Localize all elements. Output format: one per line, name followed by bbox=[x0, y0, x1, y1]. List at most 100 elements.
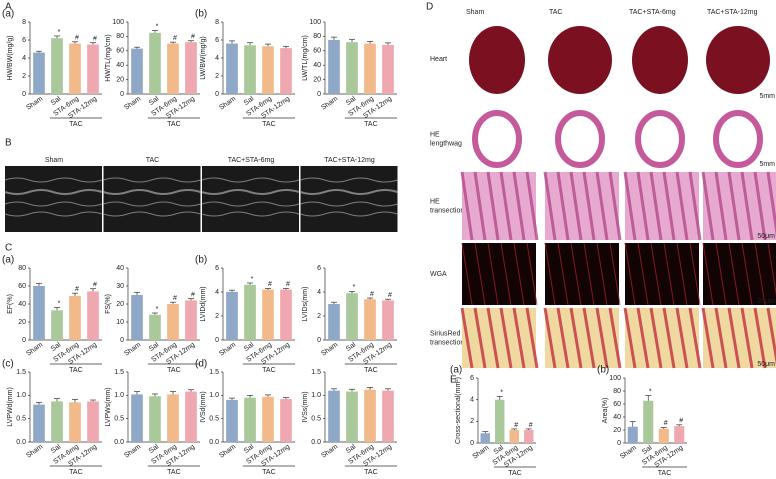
annotation: # bbox=[286, 281, 290, 288]
bar bbox=[149, 314, 161, 340]
echo-label: TAC+STA-12mg bbox=[324, 157, 375, 164]
bar bbox=[69, 43, 81, 94]
tissue bbox=[688, 307, 702, 369]
annotation: # bbox=[388, 292, 392, 299]
y-tick-label: 1.5 bbox=[16, 369, 26, 376]
bar bbox=[280, 399, 292, 442]
bar bbox=[33, 404, 45, 442]
heart-section bbox=[472, 110, 522, 168]
echo-label: Sham bbox=[45, 157, 63, 164]
bar bbox=[51, 38, 63, 94]
y-tick-label: 0 bbox=[22, 337, 26, 344]
histology-image bbox=[703, 172, 776, 240]
tissue bbox=[461, 242, 473, 306]
y-tick-label: 1.5 bbox=[311, 369, 321, 376]
echo-trace bbox=[4, 211, 103, 217]
tissue bbox=[512, 307, 526, 369]
column-label: TAC+STA-6mg bbox=[629, 9, 676, 16]
y-tick-label: 0 bbox=[215, 337, 219, 344]
bar bbox=[346, 42, 358, 94]
echo-trace bbox=[201, 211, 300, 217]
x-tick-label: Sal bbox=[345, 341, 358, 353]
bar bbox=[226, 43, 238, 94]
y-tick-label: 0.0 bbox=[311, 439, 321, 446]
tissue bbox=[675, 307, 689, 369]
tissue bbox=[526, 242, 538, 306]
tissue bbox=[570, 242, 582, 306]
tissue bbox=[637, 242, 649, 306]
panel-label: (a) bbox=[2, 9, 14, 20]
group-label: TAC bbox=[508, 470, 521, 477]
y-tick-label: 2 bbox=[470, 418, 474, 425]
bar bbox=[674, 426, 685, 443]
bar bbox=[382, 300, 394, 340]
group-label: TAC bbox=[364, 121, 377, 128]
y-axis-label: LVPWs(mm) bbox=[105, 387, 112, 426]
tissue bbox=[486, 171, 500, 241]
bar bbox=[328, 304, 340, 340]
tissue bbox=[767, 242, 776, 296]
y-tick-label: 20 bbox=[18, 319, 26, 326]
panel-label: (a) bbox=[2, 255, 14, 266]
tissue bbox=[487, 242, 499, 306]
panel-letter: E bbox=[450, 375, 457, 386]
bar bbox=[51, 401, 63, 442]
x-tick-label: Sham bbox=[218, 443, 237, 459]
echo-trace bbox=[300, 177, 398, 183]
tissue bbox=[689, 242, 701, 306]
x-tick-label: Sham bbox=[619, 444, 638, 460]
y-tick-label: 20 bbox=[313, 76, 321, 83]
tissue bbox=[556, 307, 570, 369]
tissue bbox=[649, 171, 663, 241]
tissue bbox=[596, 242, 608, 306]
annotation: # bbox=[664, 420, 668, 427]
annotation: * bbox=[58, 29, 61, 36]
group-label: TAC bbox=[167, 367, 180, 374]
y-tick-label: 8 bbox=[215, 19, 219, 26]
bar bbox=[87, 401, 99, 442]
group-label: TAC bbox=[658, 470, 671, 477]
y-tick-label: 60 bbox=[18, 283, 26, 290]
bar bbox=[480, 433, 490, 443]
bar bbox=[346, 391, 358, 442]
tissue bbox=[753, 307, 767, 369]
row-label: Heart bbox=[430, 56, 447, 63]
tissue bbox=[460, 307, 474, 369]
y-tick-label: 2 bbox=[215, 313, 219, 320]
tissue bbox=[608, 307, 622, 369]
tissue bbox=[702, 242, 714, 306]
row-label: transection bbox=[430, 207, 464, 214]
histology-image bbox=[703, 243, 776, 305]
y-tick-label: 0 bbox=[317, 337, 321, 344]
y-tick-label: 2 bbox=[22, 73, 26, 80]
bar bbox=[51, 310, 63, 340]
bar bbox=[226, 400, 238, 442]
annotation: # bbox=[93, 36, 97, 43]
bar bbox=[149, 396, 161, 442]
row-label: HE bbox=[430, 198, 440, 205]
y-axis-label: LW/TL(mg/cm) bbox=[302, 35, 309, 81]
panel-label: (d) bbox=[195, 359, 207, 370]
panel-label: (c) bbox=[2, 359, 14, 370]
x-tick-label: Sham bbox=[25, 95, 44, 111]
tissue bbox=[624, 242, 636, 306]
tissue bbox=[473, 307, 487, 369]
tissue bbox=[473, 171, 487, 241]
tissue bbox=[569, 307, 583, 369]
y-tick-label: 40 bbox=[313, 62, 321, 69]
annotation: # bbox=[529, 422, 533, 429]
y-tick-label: 0 bbox=[22, 91, 26, 98]
y-axis-label: Area(%) bbox=[602, 398, 609, 424]
echo-trace bbox=[201, 189, 300, 195]
y-tick-label: 6 bbox=[317, 265, 321, 272]
y-axis-label: EF(%) bbox=[7, 294, 14, 314]
y-tick-label: 4 bbox=[22, 55, 26, 62]
annotation: # bbox=[75, 286, 79, 293]
x-tick-label: Sal bbox=[148, 95, 161, 107]
group-label: TAC bbox=[167, 121, 180, 128]
y-tick-label: 0 bbox=[120, 337, 124, 344]
tissue bbox=[623, 171, 637, 241]
y-axis-label: Cross-sectional(mm²) bbox=[455, 377, 462, 444]
annotation: * bbox=[353, 284, 356, 291]
tissue bbox=[675, 171, 689, 241]
